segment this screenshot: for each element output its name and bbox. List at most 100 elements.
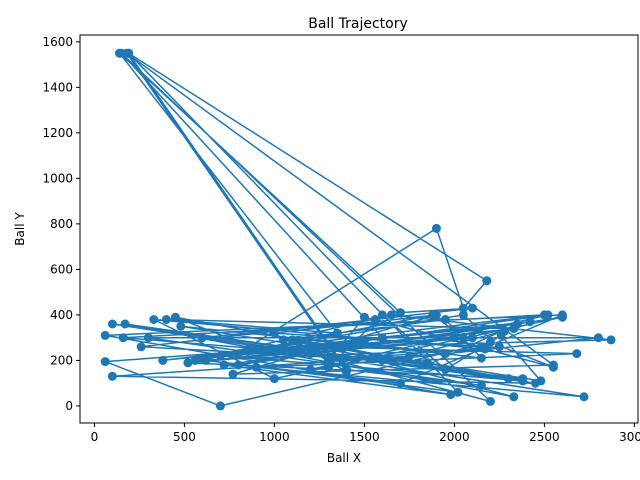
trajectory-point	[242, 346, 252, 356]
y-tick-label: 1200	[42, 126, 73, 140]
trajectory-point	[215, 351, 225, 361]
trajectory-point	[496, 330, 506, 340]
trajectory-point	[176, 321, 186, 331]
trajectory-point	[467, 333, 477, 343]
trajectory-point	[233, 360, 243, 370]
trajectory-point	[467, 303, 477, 313]
y-tick-label: 200	[50, 353, 73, 367]
trajectory-point	[359, 312, 369, 322]
trajectory-point	[100, 330, 110, 340]
trajectory-point	[476, 353, 486, 363]
trajectory-point	[287, 346, 297, 356]
x-tick-label: 2500	[529, 430, 560, 444]
trajectory-point	[458, 303, 468, 313]
trajectory-point	[395, 308, 405, 318]
trajectory-point	[485, 337, 495, 347]
y-tick-label: 1400	[42, 80, 73, 94]
y-tick-label: 1600	[42, 35, 73, 49]
trajectory-point	[572, 349, 582, 359]
trajectory-point	[431, 223, 441, 233]
trajectory-point	[190, 355, 200, 365]
trajectory-point	[233, 349, 243, 359]
trajectory-point	[525, 317, 535, 327]
trajectory-point	[404, 351, 414, 361]
trajectory-point	[305, 365, 315, 374]
plot-frame	[79, 34, 639, 424]
trajectory-point	[377, 310, 387, 320]
trajectory-point	[476, 342, 486, 352]
trajectory-point	[512, 319, 522, 329]
x-tick-label: 0	[91, 430, 99, 444]
trajectory-point	[422, 360, 432, 370]
trajectory-point	[377, 333, 387, 343]
y-axis-label: Ball Y	[13, 212, 27, 246]
trajectory-point	[458, 333, 468, 343]
trajectory-point	[377, 355, 387, 365]
x-tick-label: 1500	[349, 430, 380, 444]
trajectory-points-group	[100, 48, 616, 411]
y-tick-label: 600	[50, 262, 73, 276]
trajectory-point	[606, 335, 616, 345]
trajectory-point	[320, 342, 330, 352]
trajectory-point	[107, 371, 117, 381]
trajectory-point	[557, 312, 567, 322]
trajectory-point	[509, 392, 519, 402]
trajectory-point	[161, 315, 171, 324]
trajectory-point	[228, 369, 238, 379]
trajectory-point	[446, 390, 456, 400]
trajectory-point	[350, 337, 360, 347]
x-tick-label: 2000	[439, 430, 470, 444]
trajectory-point	[269, 328, 279, 338]
trajectory-point	[158, 355, 168, 365]
y-tick-label: 800	[50, 217, 73, 231]
trajectory-point	[332, 328, 342, 338]
trajectory-point	[482, 276, 492, 286]
trajectory-point	[251, 344, 261, 354]
trajectory-point	[287, 335, 297, 345]
trajectory-point	[323, 362, 333, 372]
trajectory-point	[440, 315, 450, 324]
trajectory-point	[548, 360, 558, 370]
trajectory-point	[593, 333, 603, 343]
x-tick-label: 1000	[259, 430, 290, 444]
trajectory-point	[323, 355, 333, 365]
chart-title: Ball Trajectory	[308, 16, 408, 32]
x-tick-label: 500	[173, 430, 196, 444]
y-axis-ticks: 0 200 400 600 800 1000 1200 1400 1600	[42, 35, 80, 413]
trajectory-point	[543, 310, 553, 320]
trajectory-point	[395, 378, 405, 388]
trajectory-point	[107, 319, 117, 329]
trajectory-point	[136, 342, 146, 352]
trajectory-point	[485, 396, 495, 406]
trajectory-point	[503, 374, 513, 384]
trajectory-point	[579, 392, 589, 402]
trajectory-point	[278, 335, 288, 345]
trajectory-point	[118, 333, 128, 343]
trajectory-point	[215, 401, 225, 411]
trajectory-point	[197, 353, 207, 363]
trajectory-point	[518, 374, 528, 384]
trajectory-point	[494, 342, 504, 352]
trajectory-point	[197, 333, 207, 343]
y-tick-label: 400	[50, 308, 73, 322]
trajectory-point	[305, 349, 315, 359]
trajectory-point	[122, 48, 132, 58]
trajectory-point	[449, 333, 459, 343]
trajectory-point	[440, 365, 450, 374]
trajectory-point	[251, 362, 261, 372]
trajectory-point	[120, 319, 130, 329]
trajectory-point	[453, 387, 463, 397]
trajectory-point	[183, 358, 193, 368]
trajectory-point	[458, 310, 468, 320]
trajectory-point	[536, 376, 546, 386]
trajectory-point	[269, 374, 279, 384]
trajectory-point	[341, 367, 351, 377]
x-axis-label: Ball X	[327, 451, 361, 465]
trajectory-point	[170, 312, 180, 322]
trajectory-point	[219, 360, 229, 370]
trajectory-point	[143, 333, 153, 343]
